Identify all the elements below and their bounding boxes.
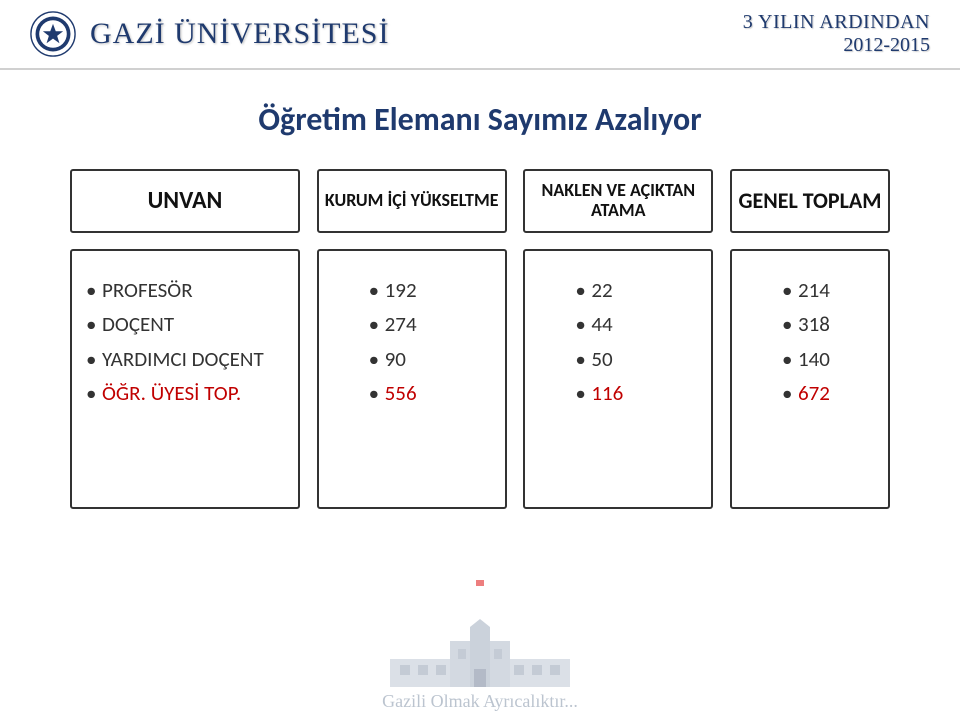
column-genel-toplam: GENEL TOPLAM 214 318 140 672 [730,169,890,509]
data-cell: 192 [333,277,491,303]
data-cell-total: 556 [333,380,491,406]
data-cell: 318 [746,311,874,337]
header: GAZİ ÜNİVERSİTESİ 3 YILIN ARDINDAN 2012-… [0,0,960,70]
column-data: PROFESÖR DOÇENT YARDIMCI DOÇENT ÖĞR. ÜYE… [70,249,300,509]
column-unvan: UNVAN PROFESÖR DOÇENT YARDIMCI DOÇENT ÖĞ… [70,169,300,509]
footer: Gazili Olmak Ayrıcalıktır... [0,590,960,720]
data-cell: 274 [333,311,491,337]
data-cell: 44 [539,311,697,337]
university-name: GAZİ ÜNİVERSİTESİ [90,17,389,51]
column-data: 22 44 50 116 [523,249,713,509]
slide-title: Öğretim Elemanı Sayımız Azalıyor [0,100,960,139]
data-cell-total: ÖĞR. ÜYESİ TOP. [86,380,284,406]
data-cell: 90 [333,346,491,372]
data-cell: DOÇENT [86,311,284,337]
column-data: 192 274 90 556 [317,249,507,509]
data-cell: YARDIMCI DOÇENT [86,346,284,372]
column-header: UNVAN [70,169,300,233]
header-right: 3 YILIN ARDINDAN 2012-2015 [743,11,930,57]
data-columns: UNVAN PROFESÖR DOÇENT YARDIMCI DOÇENT ÖĞ… [0,169,960,509]
column-header: NAKLEN VE AÇIKTAN ATAMA [523,169,713,233]
data-cell: 22 [539,277,697,303]
column-header: KURUM İÇİ YÜKSELTME [317,169,507,233]
column-naklen: NAKLEN VE AÇIKTAN ATAMA 22 44 50 116 [523,169,713,509]
university-logo [30,11,76,57]
column-kurum-ici: KURUM İÇİ YÜKSELTME 192 274 90 556 [317,169,507,509]
footer-motto: Gazili Olmak Ayrıcalıktır... [382,691,578,712]
data-cell: 140 [746,346,874,372]
data-cell: 214 [746,277,874,303]
column-data: 214 318 140 672 [730,249,890,509]
data-cell: 50 [539,346,697,372]
header-subtitle-2: 2012-2015 [743,34,930,57]
building-illustration [380,619,580,689]
data-cell: PROFESÖR [86,277,284,303]
flag-icon [476,580,484,586]
column-header: GENEL TOPLAM [730,169,890,233]
data-cell-total: 116 [539,380,697,406]
data-cell-total: 672 [746,380,874,406]
header-subtitle-1: 3 YILIN ARDINDAN [743,11,930,34]
